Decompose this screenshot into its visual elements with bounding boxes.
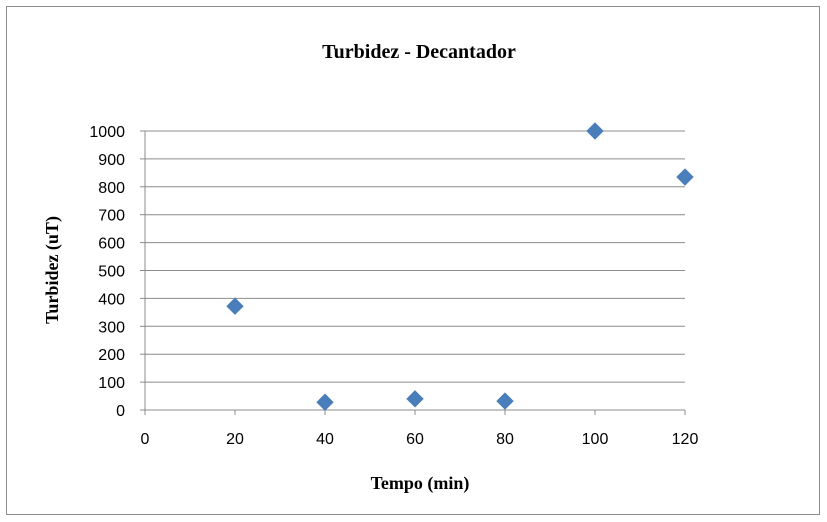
x-axis-title: Tempo (min) bbox=[371, 473, 470, 494]
x-tick-label: 100 bbox=[582, 431, 609, 448]
y-tick-label: 800 bbox=[98, 180, 125, 197]
y-tick-label: 900 bbox=[98, 152, 125, 169]
y-axis-title: Turbidez (uT) bbox=[42, 216, 63, 324]
x-tick-labels: 0 20 40 60 80 100 120 bbox=[141, 431, 699, 448]
x-tick-label: 40 bbox=[316, 431, 334, 448]
chart-title: Turbidez - Decantador bbox=[322, 41, 516, 63]
y-tick-label: 700 bbox=[98, 208, 125, 225]
x-tick-label: 0 bbox=[141, 431, 150, 448]
data-point-marker bbox=[316, 393, 334, 411]
y-tick-label: 100 bbox=[98, 375, 125, 392]
data-point-marker bbox=[586, 122, 604, 140]
x-tick-label: 60 bbox=[406, 431, 424, 448]
data-point-marker bbox=[496, 392, 514, 410]
data-point-marker bbox=[406, 390, 424, 408]
y-tick-label: 600 bbox=[98, 236, 125, 253]
data-point-marker bbox=[226, 297, 244, 315]
y-tick-label: 1000 bbox=[89, 124, 125, 141]
x-tick-label: 20 bbox=[226, 431, 244, 448]
x-tick-label: 120 bbox=[672, 431, 699, 448]
gridlines bbox=[145, 130, 685, 383]
y-tick-label: 300 bbox=[98, 319, 125, 336]
data-points bbox=[226, 122, 694, 411]
y-tick-label: 200 bbox=[98, 347, 125, 364]
x-tick-label: 80 bbox=[496, 431, 514, 448]
y-tick-label: 400 bbox=[98, 291, 125, 308]
y-tick-label: 0 bbox=[116, 403, 125, 420]
chart-area bbox=[6, 6, 820, 515]
y-tick-label: 500 bbox=[98, 264, 125, 281]
y-tick-labels: 0 100 200 300 400 500 600 700 800 900 1000 bbox=[89, 124, 125, 420]
data-point-marker bbox=[676, 168, 694, 186]
axes bbox=[140, 130, 686, 415]
